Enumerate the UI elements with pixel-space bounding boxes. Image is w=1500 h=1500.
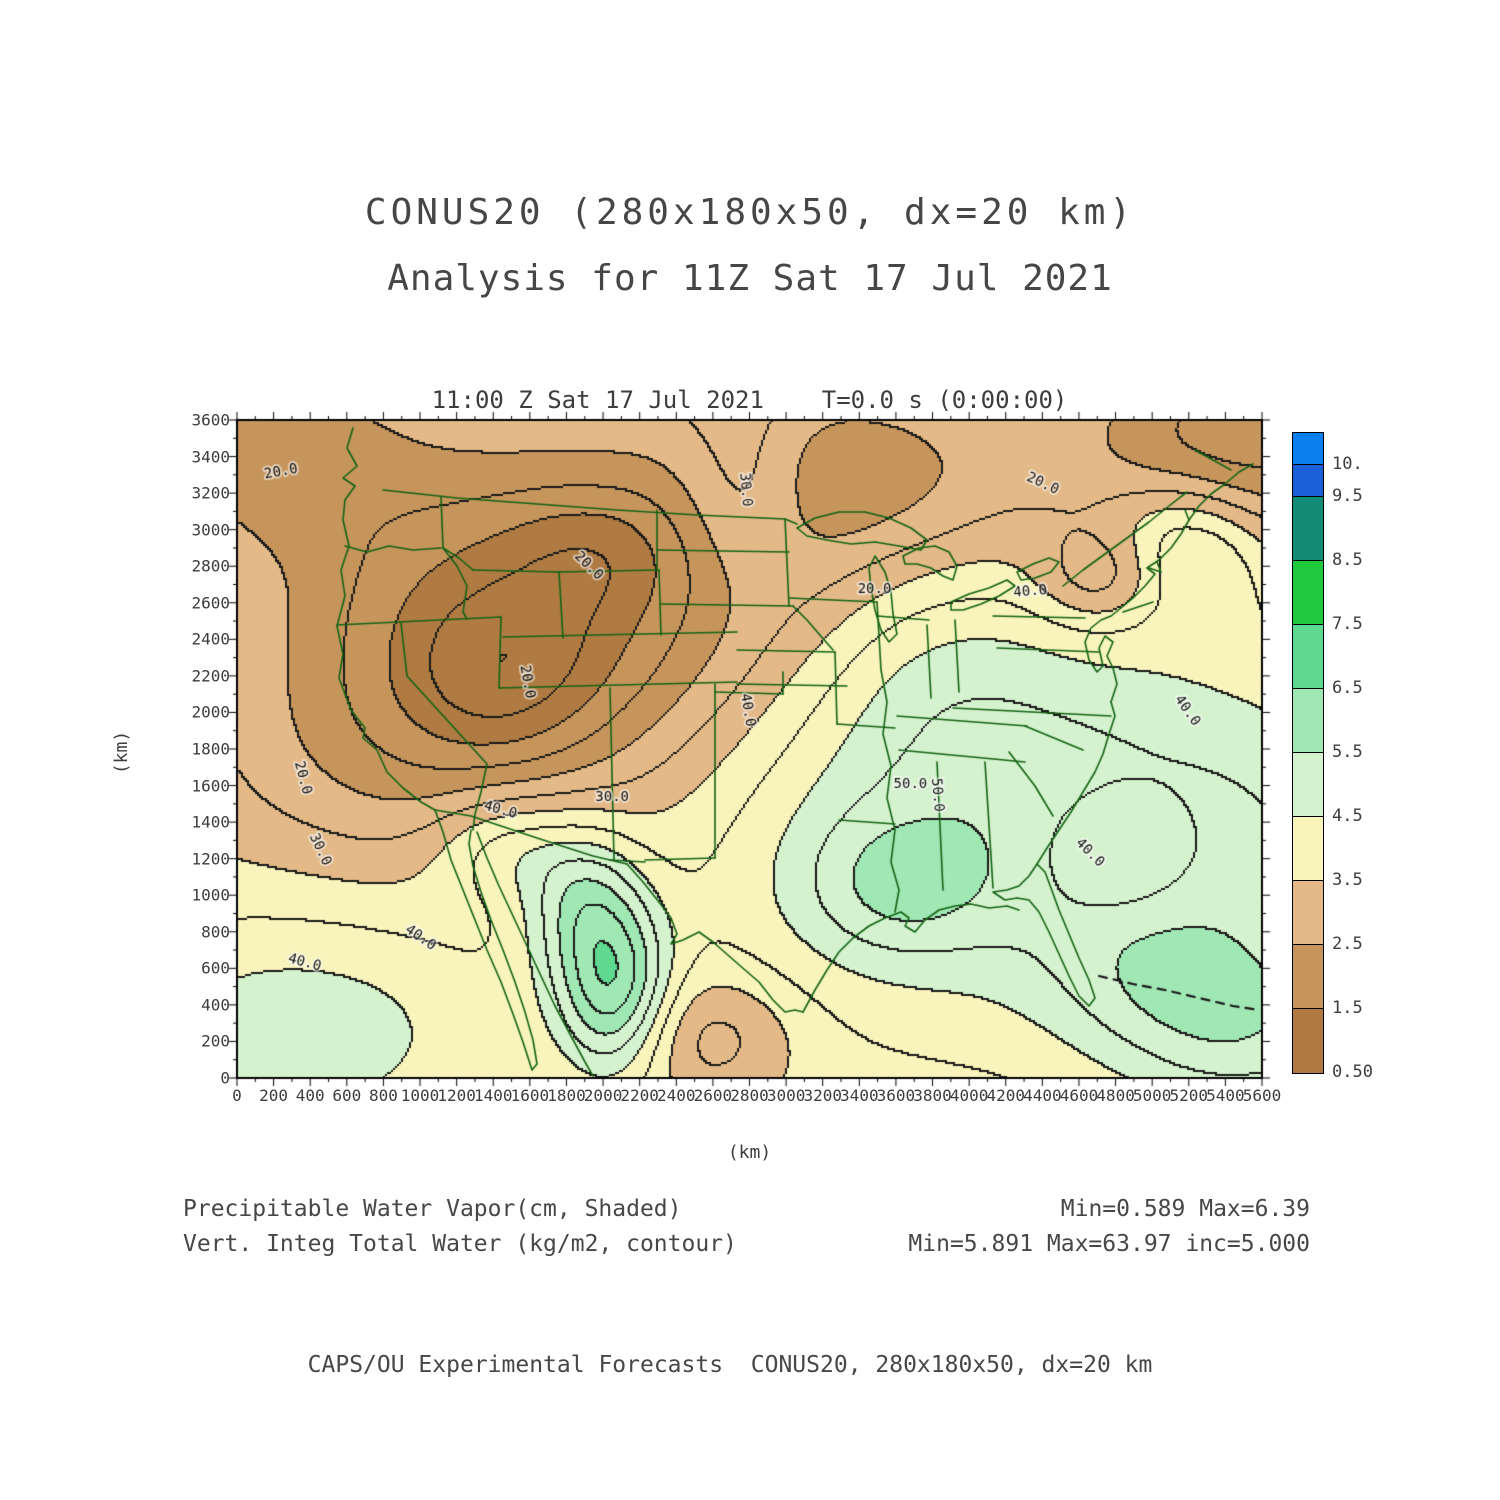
colorbar-segment bbox=[1293, 1009, 1323, 1073]
x-tick-label: 1600 bbox=[510, 1086, 550, 1105]
colorbar-scale-label: 6.5 bbox=[1332, 678, 1363, 698]
y-tick-label: 1200 bbox=[191, 849, 230, 869]
legend-contour-stats: Min=5.891 Max=63.97 inc=5.000 bbox=[908, 1231, 1310, 1257]
colorbar-scale-label: 4.5 bbox=[1332, 806, 1363, 826]
y-tick-label: 1600 bbox=[191, 776, 230, 796]
x-tick-label: 1200 bbox=[437, 1086, 476, 1105]
colorbar-scale-label: 10. bbox=[1332, 454, 1363, 474]
legend-shaded-stats: Min=0.589 Max=6.39 bbox=[1060, 1196, 1310, 1222]
x-tick-label: 2800 bbox=[730, 1086, 769, 1105]
x-tick-label: 3800 bbox=[913, 1086, 952, 1105]
colorbar-scale-label: 0.50 bbox=[1332, 1062, 1373, 1082]
x-tick-label: 4000 bbox=[949, 1086, 989, 1105]
page-title: CONUS20 (280x180x50, dx=20 km) bbox=[364, 192, 1136, 233]
x-tick-label: 2200 bbox=[620, 1086, 659, 1105]
y-axis-tick-labels: 3600 3400 3200 3000 2800 2600 2400 2200 2000 1800… bbox=[140, 411, 230, 1088]
legend-shaded-field: Precipitable Water Vapor(cm, Shaded) bbox=[183, 1196, 682, 1222]
x-tick-label: 3400 bbox=[840, 1086, 879, 1105]
y-tick-label: 1000 bbox=[191, 885, 230, 905]
page-subtitle: Analysis for 11Z Sat 17 Jul 2021 bbox=[387, 258, 1113, 299]
colorbar-segment bbox=[1293, 881, 1323, 945]
conus-map-canvas bbox=[217, 400, 1282, 1098]
y-tick-label: 1400 bbox=[191, 812, 230, 832]
colorbar-scale-label: 5.5 bbox=[1332, 742, 1363, 762]
x-tick-label: 4200 bbox=[986, 1086, 1026, 1105]
colorbar-segment bbox=[1293, 561, 1323, 625]
y-tick-label: 2600 bbox=[191, 593, 230, 613]
y-tick-label: 3000 bbox=[191, 520, 230, 540]
legend-contour-field: Vert. Integ Total Water (kg/m2, contour) bbox=[183, 1231, 737, 1257]
x-tick-label: 5400 bbox=[1206, 1086, 1245, 1105]
colorbar-segment bbox=[1293, 945, 1323, 1009]
colorbar bbox=[1292, 432, 1324, 1074]
x-tick-label: 1800 bbox=[547, 1086, 586, 1105]
x-tick-label: 3000 bbox=[766, 1086, 806, 1105]
colorbar-segment bbox=[1293, 625, 1323, 689]
x-tick-label: 3200 bbox=[803, 1086, 842, 1105]
x-tick-label: 2600 bbox=[693, 1086, 733, 1105]
y-tick-label: 2800 bbox=[191, 556, 230, 576]
colorbar-scale-label: 8.5 bbox=[1332, 550, 1363, 570]
y-tick-label: 400 bbox=[201, 995, 230, 1015]
x-tick-label: 2400 bbox=[657, 1086, 696, 1105]
footer-credit: CAPS/OU Experimental Forecasts CONUS20, … bbox=[307, 1352, 1153, 1378]
x-tick-label: 4400 bbox=[1023, 1086, 1062, 1105]
colorbar-segment bbox=[1293, 753, 1323, 817]
x-tick-label: 200 bbox=[259, 1086, 289, 1105]
x-tick-label: 4600 bbox=[1059, 1086, 1099, 1105]
x-tick-label: 2000 bbox=[583, 1086, 623, 1105]
x-tick-label: 3600 bbox=[876, 1086, 916, 1105]
y-tick-label: 200 bbox=[201, 1031, 230, 1051]
y-tick-label: 600 bbox=[201, 958, 230, 978]
colorbar-segment bbox=[1293, 433, 1323, 465]
colorbar-scale-label: 1.5 bbox=[1332, 998, 1363, 1018]
y-tick-label: 2000 bbox=[191, 702, 230, 722]
x-tick-label: 1400 bbox=[473, 1086, 513, 1105]
x-axis-tick-labels: 0 200 400 600 800 1000 1200 1400 1600 1800 2000 220… bbox=[232, 1086, 1281, 1108]
colorbar-segment bbox=[1293, 497, 1323, 561]
y-tick-label: 1800 bbox=[191, 739, 230, 759]
colorbar-scale-label: 9.5 bbox=[1332, 486, 1363, 506]
y-tick-label: 2400 bbox=[191, 629, 230, 649]
colorbar-segment bbox=[1293, 465, 1323, 497]
y-tick-label: 3600 bbox=[191, 410, 230, 430]
colorbar-segment bbox=[1293, 689, 1323, 753]
y-tick-label: 800 bbox=[201, 922, 230, 942]
x-axis-label: (km) bbox=[727, 1142, 772, 1163]
colorbar-scale-label: 2.5 bbox=[1332, 934, 1363, 954]
x-tick-label: 800 bbox=[368, 1086, 398, 1105]
colorbar-scale-label: 7.5 bbox=[1332, 614, 1363, 634]
x-tick-label: 5200 bbox=[1169, 1086, 1209, 1105]
x-tick-label: 0 bbox=[232, 1086, 242, 1105]
y-tick-label: 3400 bbox=[191, 447, 230, 467]
x-tick-label: 1000 bbox=[400, 1086, 440, 1105]
y-tick-label: 0 bbox=[220, 1068, 230, 1088]
x-tick-label: 400 bbox=[295, 1086, 325, 1105]
x-tick-label: 600 bbox=[332, 1086, 362, 1105]
colorbar-scale-label: 3.5 bbox=[1332, 870, 1363, 890]
y-tick-label: 3200 bbox=[191, 483, 230, 503]
x-tick-label: 5000 bbox=[1132, 1086, 1172, 1105]
colorbar-segment bbox=[1293, 817, 1323, 881]
colorbar-scale-labels: 10. 9.5 8.5 7.5 6.5 5.5 4.5 3.5 2.5 1.5 0.50 bbox=[1332, 432, 1402, 1082]
y-tick-label: 2200 bbox=[191, 666, 230, 686]
x-tick-label: 5600 bbox=[1242, 1086, 1282, 1105]
y-axis-label: (km) bbox=[111, 730, 133, 775]
x-tick-label: 4800 bbox=[1096, 1086, 1135, 1105]
